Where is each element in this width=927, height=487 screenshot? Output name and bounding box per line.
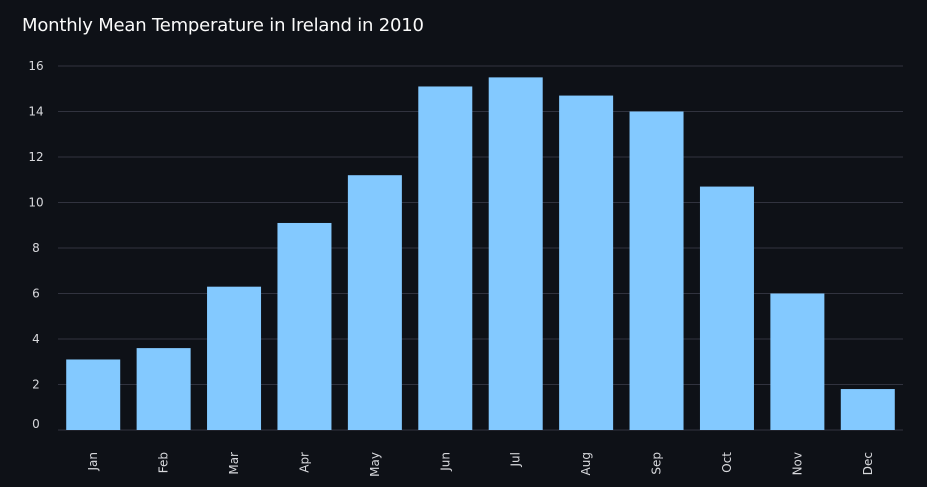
bar-nov[interactable] bbox=[770, 293, 825, 431]
y-axis-ticks: 0 2 4 6 8 10 12 14 16 bbox=[28, 59, 43, 431]
x-tick-label: Feb bbox=[157, 452, 171, 473]
x-tick-label: Jan bbox=[86, 452, 100, 472]
chart-title: Monthly Mean Temperature in Ireland in 2… bbox=[22, 15, 424, 36]
x-tick-label: Apr bbox=[297, 452, 311, 473]
bar-feb[interactable] bbox=[136, 348, 191, 430]
bars bbox=[66, 77, 895, 430]
bar-sep[interactable] bbox=[629, 111, 684, 431]
bar-oct[interactable] bbox=[699, 186, 754, 430]
y-tick-label: 10 bbox=[28, 196, 43, 210]
y-tick-label: 4 bbox=[32, 332, 40, 346]
x-axis-ticks: Jan Feb Mar Apr May Jun Jul Aug Sep Oct Nov Dec bbox=[86, 452, 875, 477]
x-tick-label: Jul bbox=[509, 452, 523, 467]
gridlines bbox=[58, 65, 903, 431]
y-tick-label: 0 bbox=[32, 417, 40, 431]
x-tick-label: Sep bbox=[650, 452, 664, 475]
y-tick-label: 2 bbox=[32, 378, 40, 392]
x-tick-label: Jun bbox=[438, 452, 452, 472]
x-tick-label: Nov bbox=[790, 452, 804, 475]
bar-apr[interactable] bbox=[277, 222, 332, 430]
x-tick-label: Aug bbox=[579, 452, 593, 475]
y-tick-label: 6 bbox=[32, 287, 40, 301]
x-tick-label: Oct bbox=[720, 452, 734, 473]
bar-dec[interactable] bbox=[840, 389, 895, 430]
bar-jun[interactable] bbox=[418, 86, 473, 430]
bar-aug[interactable] bbox=[559, 95, 614, 430]
x-tick-label: May bbox=[368, 452, 382, 477]
x-tick-label: Mar bbox=[227, 452, 241, 475]
y-tick-label: 14 bbox=[28, 105, 43, 119]
bar-jan[interactable] bbox=[66, 359, 121, 430]
bar-may[interactable] bbox=[347, 175, 402, 430]
y-tick-label: 16 bbox=[28, 59, 43, 73]
y-tick-label: 12 bbox=[28, 150, 43, 164]
bar-jul[interactable] bbox=[488, 77, 543, 430]
bar-mar[interactable] bbox=[207, 286, 262, 430]
y-tick-label: 8 bbox=[32, 241, 40, 255]
x-tick-label: Dec bbox=[861, 452, 875, 475]
